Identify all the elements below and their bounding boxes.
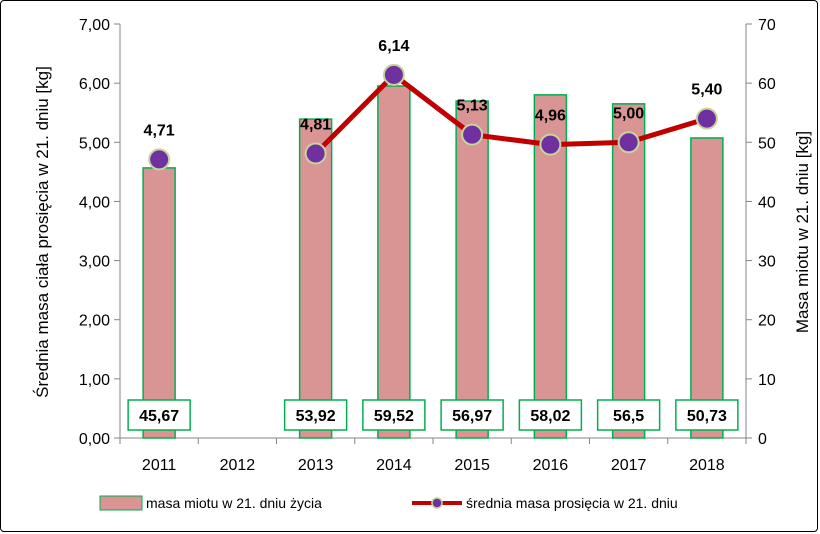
bar — [533, 94, 568, 439]
y-left-tick-label: 3,00 — [79, 254, 110, 271]
bar-data-label-box — [127, 399, 191, 431]
y-right-tick-label: 0 — [758, 431, 767, 448]
line-segment — [313, 72, 397, 157]
line-segment — [547, 139, 632, 148]
line-point — [461, 123, 484, 146]
line-data-label: 6,14 — [378, 38, 409, 55]
bar — [298, 118, 333, 439]
bar — [377, 85, 411, 439]
line-segment — [626, 116, 710, 145]
line-point — [382, 63, 405, 86]
line-series — [148, 63, 718, 171]
line-data-label: 4,81 — [300, 117, 331, 134]
y-left-tick-label: 2,00 — [79, 313, 110, 330]
bar — [455, 100, 489, 439]
y-left-tick-label: 5,00 — [79, 135, 110, 152]
line-point — [148, 148, 171, 171]
axes: 0,00 1,00 2,00 3,00 4,00 5,00 6,00 7,00 0 10 20 30 4… — [79, 17, 776, 474]
y-right-tick-label: 30 — [758, 254, 776, 271]
line-data-label: 5,00 — [613, 105, 644, 122]
bar — [142, 167, 176, 439]
bar-data-label-box — [440, 399, 504, 431]
y-left-tick-label: 0,00 — [79, 431, 110, 448]
line-point — [304, 142, 327, 165]
y-right-tick-label: 70 — [758, 17, 776, 34]
y-left-tick-label: 6,00 — [79, 76, 110, 93]
y-right-tick-label: 40 — [758, 194, 776, 211]
y-left-tick-label: 4,00 — [79, 194, 110, 211]
y-right-tick-label: 10 — [758, 372, 776, 389]
line-data-label: 4,71 — [144, 122, 175, 139]
legend: masa miotu w 21. dniu życia średnia masa… — [99, 495, 678, 511]
bar-data-label-box — [283, 399, 348, 431]
line-data-label: 5,40 — [691, 82, 722, 99]
x-tick-label: 2011 — [142, 457, 177, 474]
legend-line-label: średnia masa prosięcia w 21. dniu — [466, 495, 678, 511]
bar-data-label-box — [362, 399, 426, 431]
x-tick-label: 2012 — [220, 457, 256, 474]
y-right-axis-title: Masa miotu w 21. dniu [kg] — [793, 131, 812, 333]
data-labels: 4,71 4,81 6,14 5,13 4,96 5,00 5,40 45,67 53,92 59… — [127, 38, 739, 431]
legend-line-marker — [431, 497, 443, 509]
y-right-tick-label: 20 — [758, 313, 776, 330]
bar-data-label: 59,52 — [374, 408, 414, 425]
bar-data-label: 56,5 — [613, 408, 644, 425]
line-point — [539, 133, 562, 156]
y-right-tick-label: 50 — [758, 135, 776, 152]
y-left-tick-label: 7,00 — [79, 17, 110, 34]
bar-data-label: 45,67 — [139, 408, 179, 425]
line-segment — [469, 132, 553, 148]
y-right-tick-label: 60 — [758, 76, 776, 93]
line-data-label: 5,13 — [457, 98, 488, 115]
x-tick-label: 2015 — [454, 457, 490, 474]
x-tick-label: 2017 — [611, 457, 647, 474]
bar-data-label-box — [596, 399, 661, 431]
bar-data-label: 56,97 — [452, 408, 492, 425]
line-data-label: 4,96 — [535, 108, 566, 125]
x-tick-label: 2016 — [533, 457, 569, 474]
x-tick-label: 2014 — [376, 457, 412, 474]
bar — [690, 137, 724, 439]
bar-data-label-box — [675, 399, 739, 431]
y-left-tick-label: 1,00 — [79, 372, 110, 389]
x-tick-label: 2013 — [298, 457, 334, 474]
line-point — [617, 131, 640, 154]
legend-bar-label: masa miotu w 21. dniu życia — [146, 495, 322, 511]
legend-bar-swatch — [99, 495, 143, 511]
y-left-axis-title: Średnia masa ciała prosięcia w 21. dniu … — [33, 66, 52, 398]
x-tick-label: 2018 — [689, 457, 725, 474]
bar-data-label: 50,73 — [687, 408, 727, 425]
bar-data-label: 58,02 — [530, 408, 570, 425]
bar-series — [142, 85, 724, 439]
bar-data-label: 53,92 — [296, 408, 336, 425]
bar-data-label-box — [518, 399, 583, 431]
line-segment — [391, 72, 475, 138]
bar — [611, 103, 646, 439]
line-point — [695, 107, 718, 130]
